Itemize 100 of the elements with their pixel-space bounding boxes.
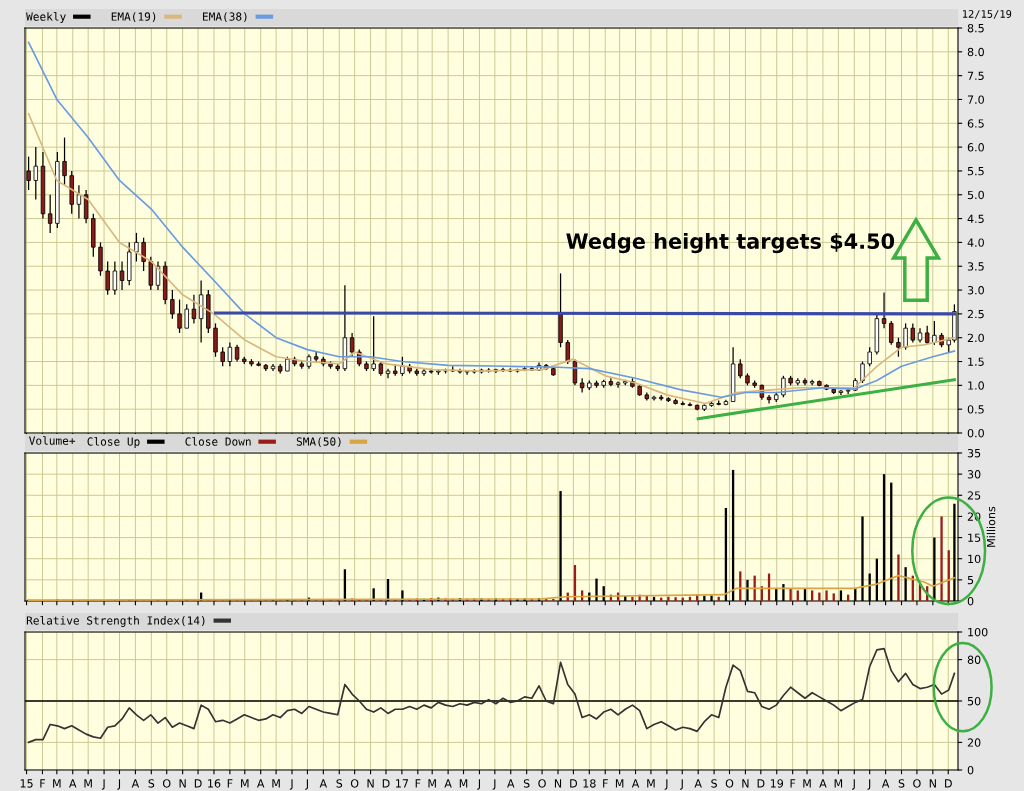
y-tick-label: 5.5	[967, 167, 984, 176]
x-tick-label: D	[757, 779, 765, 788]
y-tick-label: 15	[968, 533, 981, 542]
x-tick-label: F	[40, 779, 46, 788]
legend-label: EMA(38)	[203, 12, 247, 23]
x-tick-label: N	[179, 779, 186, 788]
legend-label: Close Down	[185, 437, 251, 446]
x-tick-label: M	[272, 779, 280, 788]
x-tick-label: O	[538, 779, 546, 788]
x-tick-label: D	[945, 779, 952, 788]
x-tick-label: A	[256, 779, 265, 788]
y-tick-label: 25	[967, 491, 981, 500]
x-tick-label: M	[647, 779, 655, 788]
x-tick-label: M	[459, 779, 468, 788]
y-tick-label: 35	[967, 448, 981, 458]
y-tick-label: 3.5	[967, 262, 984, 271]
x-tick-label: A	[131, 779, 140, 788]
x-tick-label: M	[241, 779, 249, 788]
x-tick-label: F	[415, 779, 421, 788]
x-tick-label: F	[227, 779, 233, 788]
x-tick-label: N	[367, 779, 374, 788]
x-tick-label: S	[898, 779, 905, 788]
x-tick-label: D	[382, 779, 390, 788]
x-tick-label: J	[117, 779, 121, 790]
x-tick-label: J	[477, 779, 480, 790]
y-tick-label: 1.0	[968, 381, 984, 390]
x-tick-label: J	[852, 779, 855, 790]
y-tick-label: 0	[967, 596, 974, 606]
x-tick-label: A	[694, 779, 702, 788]
y-tick-label: 30	[967, 470, 981, 479]
y-tick-label: 50	[967, 696, 981, 706]
y-axis-title: Millions	[986, 506, 996, 547]
y-tick-label: 80	[967, 655, 981, 664]
chart-title: Volume+	[29, 436, 76, 445]
x-tick-label: J	[305, 779, 308, 790]
x-tick-label: D	[570, 779, 578, 788]
x-tick-label: M	[84, 779, 92, 788]
y-tick-label: 5.0	[967, 190, 984, 200]
x-tick-label: D	[194, 779, 202, 788]
y-tick-label: 0.5	[967, 405, 984, 414]
x-tick-label: J	[664, 779, 668, 790]
y-tick-label: 5	[967, 575, 974, 585]
x-tick-label: J	[492, 779, 496, 790]
y-tick-label: 2.5	[967, 309, 984, 319]
y-tick-label: 0	[967, 765, 974, 775]
x-tick-label: A	[69, 779, 77, 788]
legend-label: EMA(19)	[111, 12, 156, 23]
y-tick-label: 7.5	[967, 71, 984, 81]
x-tick-label: J	[101, 779, 105, 790]
x-tick-label: M	[834, 779, 843, 788]
x-tick-label: J	[289, 779, 293, 790]
x-tick-label: A	[819, 779, 827, 788]
x-tick-label: N	[929, 779, 936, 788]
y-tick-label: 10	[968, 554, 981, 564]
x-tick-label: S	[711, 779, 717, 788]
x-tick-label: A	[507, 779, 515, 788]
x-tick-label: 16	[208, 779, 221, 788]
x-tick-label: A	[319, 779, 328, 788]
y-tick-label: 8.0	[967, 47, 984, 57]
y-tick-label: 8.5	[967, 23, 984, 33]
x-tick-label: A	[631, 779, 640, 788]
x-tick-label: O	[913, 779, 921, 788]
x-tick-label: F	[790, 779, 796, 788]
legend-label: Weekly	[26, 12, 66, 23]
x-tick-label: A	[444, 779, 452, 788]
y-tick-label: 20	[967, 738, 981, 747]
y-tick-label: 6.5	[967, 119, 984, 128]
x-tick-label: O	[350, 779, 359, 788]
y-tick-label: 100	[968, 627, 988, 637]
x-tick-label: O	[162, 779, 171, 788]
y-tick-label: 0.0	[967, 428, 984, 438]
x-tick-label: F	[603, 779, 608, 788]
x-tick-label: 19	[770, 779, 784, 788]
x-tick-label: S	[336, 779, 343, 788]
y-tick-label: 2.0	[967, 333, 984, 343]
x-tick-label: 17	[396, 779, 409, 788]
x-tick-label: M	[428, 779, 436, 788]
x-tick-label: M	[53, 779, 61, 788]
x-tick-label: A	[881, 779, 890, 788]
y-tick-label: 3.0	[967, 286, 984, 295]
x-tick-label: J	[680, 779, 683, 790]
x-tick-label: S	[523, 779, 530, 788]
x-tick-label: M	[803, 779, 811, 788]
y-tick-label: 4.0	[967, 238, 984, 247]
x-tick-label: M	[615, 779, 624, 788]
text: 12/15/19	[962, 10, 1012, 19]
x-tick-label: N	[554, 779, 562, 788]
x-tick-label: S	[148, 779, 155, 788]
y-tick-label: 1.5	[968, 357, 984, 366]
x-tick-label: N	[742, 779, 749, 788]
x-tick-label: 18	[583, 779, 596, 788]
y-tick-label: 7.0	[967, 95, 984, 104]
y-tick-label: 6.0	[967, 143, 984, 152]
legend-label: Close Up	[87, 437, 140, 448]
y-tick-label: 4.5	[967, 214, 984, 223]
annotation: Wedge height targets $4.50	[566, 232, 895, 254]
legend-label: Relative Strength Index(14)	[26, 616, 205, 627]
x-tick-label: J	[867, 779, 871, 790]
legend-label: SMA(50)	[296, 437, 341, 448]
x-tick-label: 15	[20, 779, 33, 788]
